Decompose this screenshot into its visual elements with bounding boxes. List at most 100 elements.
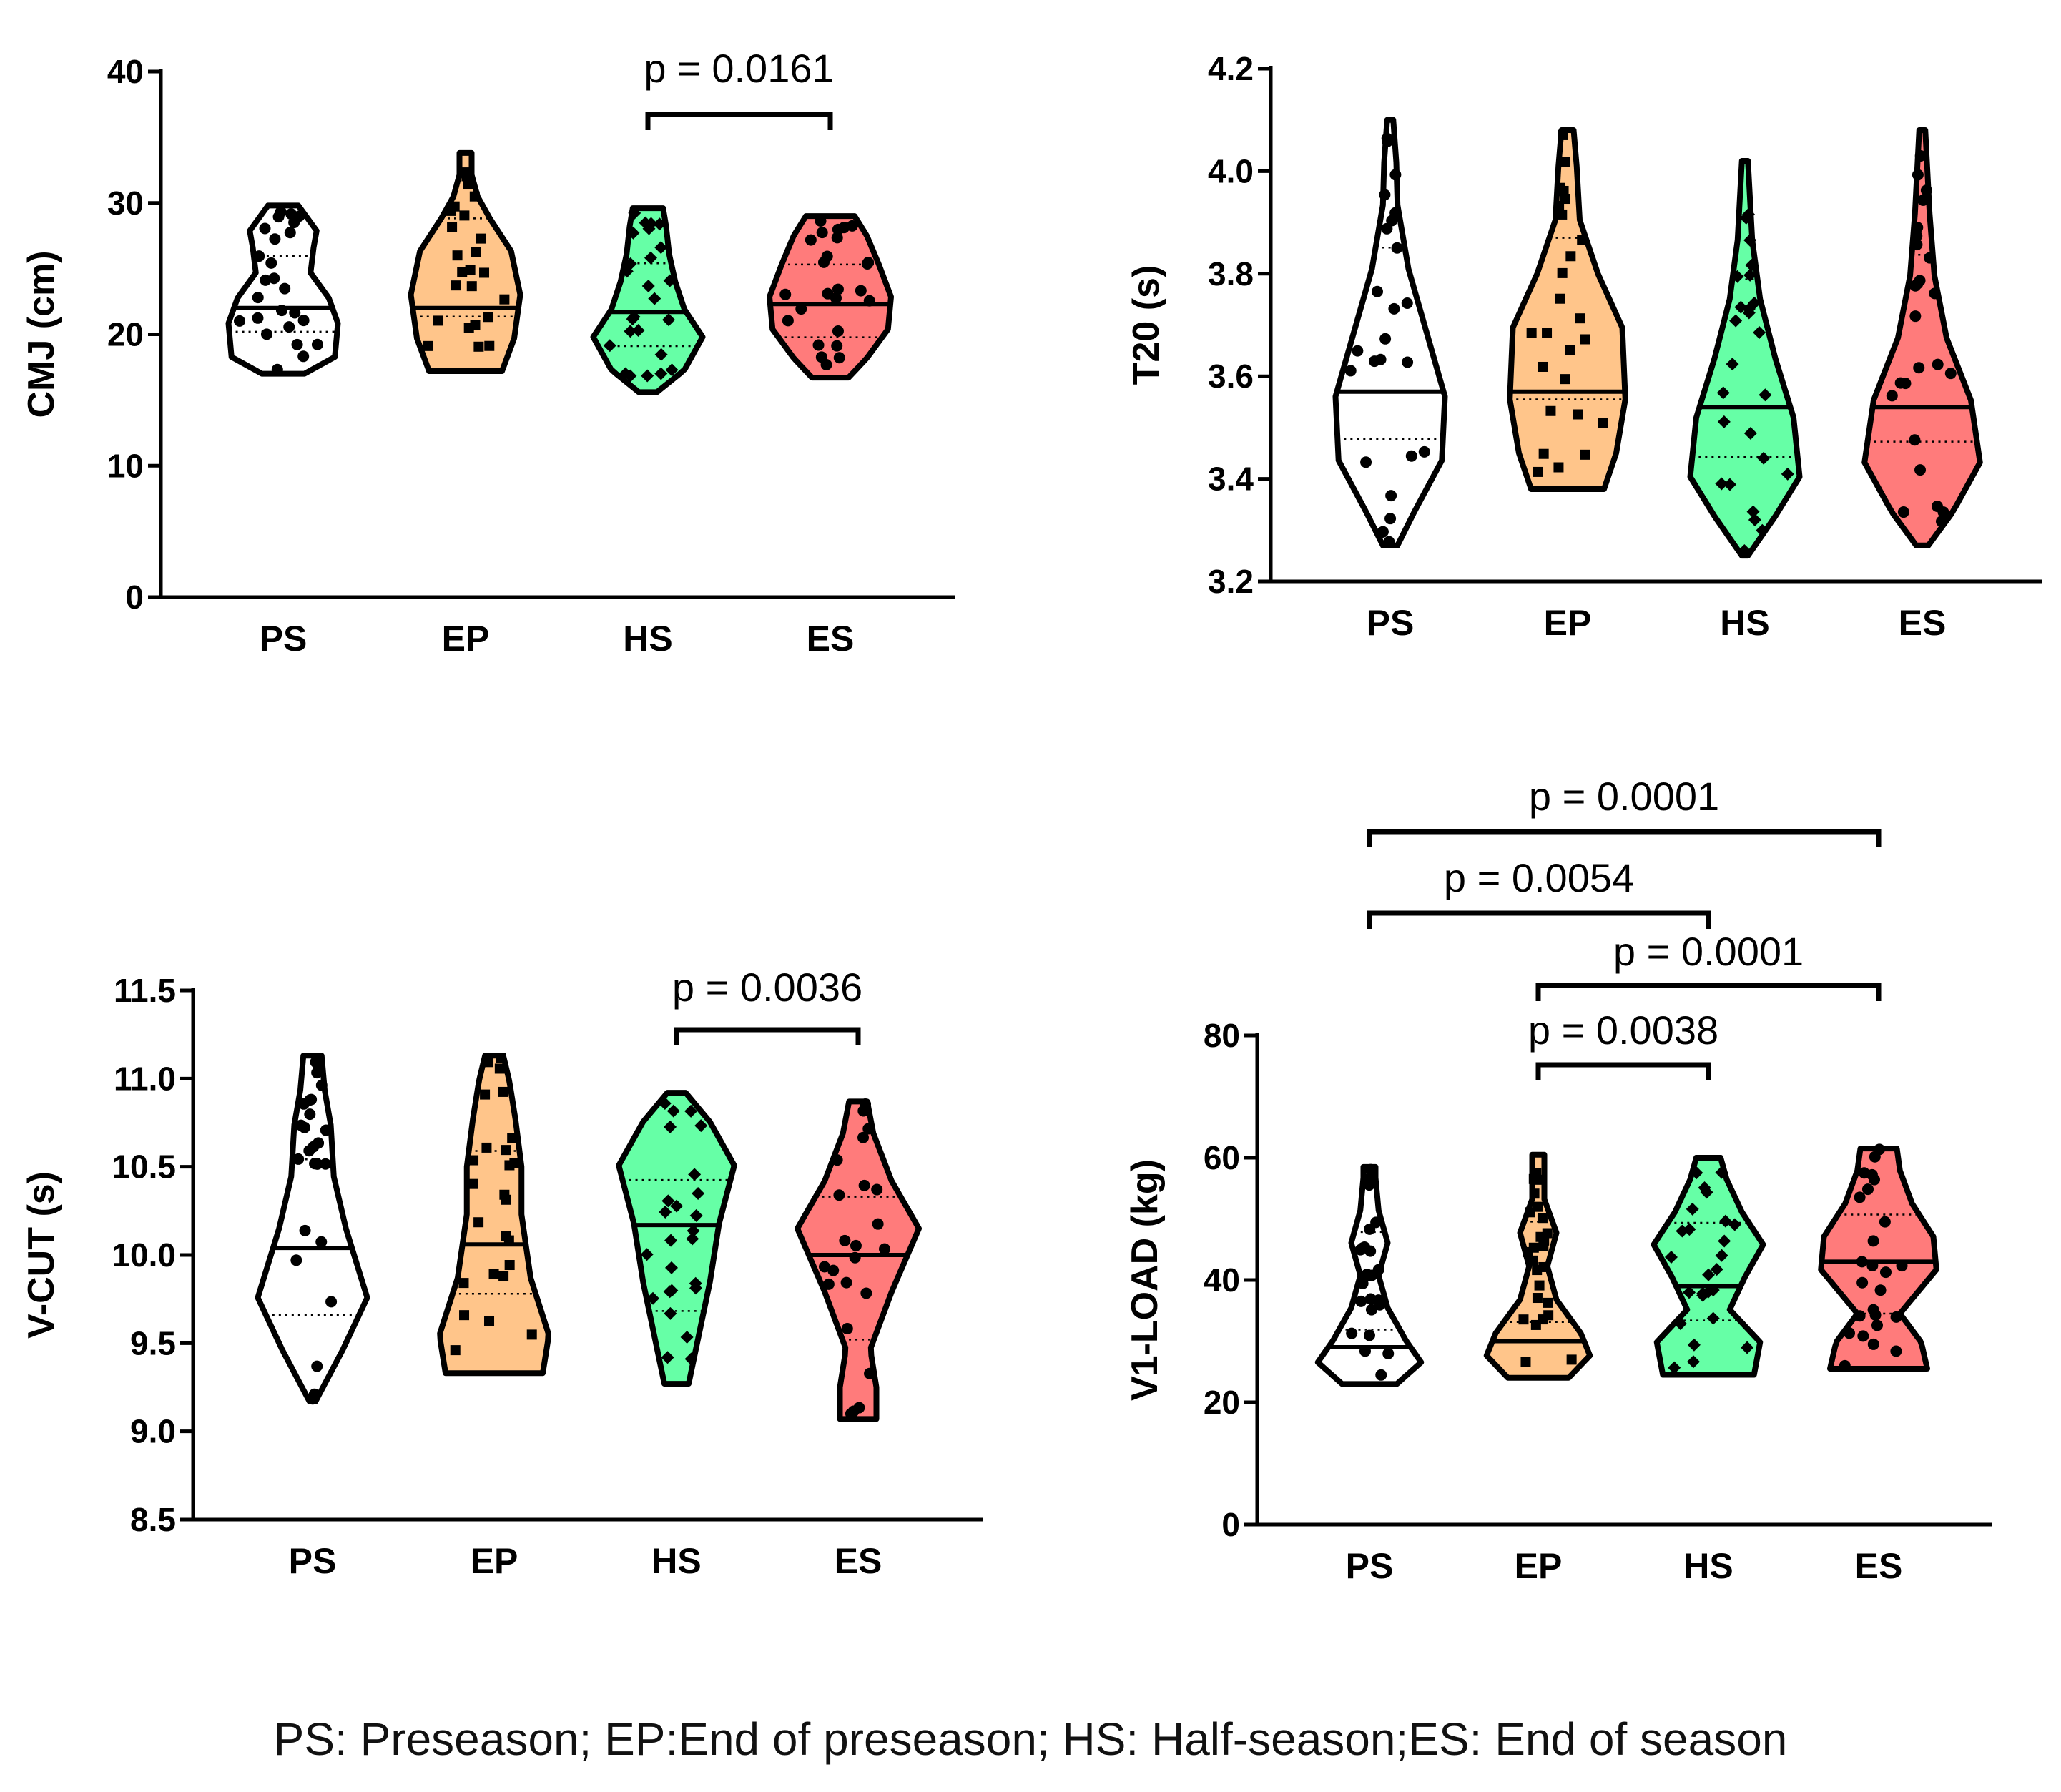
data-point [1742, 207, 1756, 221]
data-point [1911, 239, 1923, 251]
data-point [1743, 426, 1757, 440]
data-point [822, 287, 834, 300]
data-point [855, 285, 867, 297]
y-tick-label: 10 [107, 447, 144, 484]
data-point [320, 1158, 332, 1170]
data-point [631, 323, 645, 337]
data-point [1580, 334, 1590, 345]
data-point [423, 340, 433, 351]
data-point [1856, 1256, 1868, 1268]
data-point [260, 274, 272, 286]
y-tick-label: 40 [107, 53, 144, 90]
data-point [1383, 536, 1395, 548]
x-tick-label-es: ES [1899, 603, 1947, 643]
p-value-label: p = 0.0001 [1613, 929, 1804, 974]
data-point [1580, 449, 1590, 460]
data-point [468, 1178, 478, 1189]
data-point [879, 1243, 891, 1255]
data-point [1372, 1294, 1384, 1306]
data-point [1738, 543, 1751, 557]
data-point [459, 1310, 470, 1321]
data-point [871, 1183, 883, 1196]
data-point [1914, 464, 1927, 476]
data-point [1726, 358, 1739, 371]
data-point [1560, 374, 1570, 385]
data-point [1389, 169, 1402, 181]
data-point [476, 233, 486, 244]
data-point [1894, 377, 1907, 389]
data-point [663, 1285, 677, 1299]
data-point [320, 1124, 332, 1136]
data-point [654, 367, 668, 380]
data-point [1890, 1345, 1902, 1357]
data-point [1753, 326, 1766, 340]
x-tick-label-es: ES [1855, 1546, 1903, 1586]
data-point [1539, 1235, 1550, 1246]
data-point [473, 341, 484, 352]
data-point [1405, 450, 1417, 462]
data-point [297, 350, 310, 363]
data-point [665, 363, 679, 377]
data-point [1710, 1263, 1723, 1276]
data-point [603, 339, 616, 353]
data-point [1867, 1235, 1879, 1247]
data-point [684, 1104, 698, 1118]
data-point [1935, 516, 1947, 528]
data-point [447, 222, 458, 232]
data-point [494, 1063, 505, 1074]
data-point [1557, 209, 1568, 220]
data-point [872, 1218, 884, 1230]
chart-panel-3: 8.5 9.0 9.5 10.0 10.5 11.0 11.5 V-CUT (s) PS EP HS… [21, 965, 983, 1581]
y-tick-label: 20 [107, 316, 144, 353]
data-point [661, 1194, 675, 1208]
data-point [452, 250, 463, 261]
data-point [1858, 1167, 1870, 1179]
chart-panel-1: 0 10 20 30 40 CMJ (cm) PS EP HS ES p = 0.0161 [21, 46, 955, 659]
data-point [654, 241, 668, 255]
data-point [313, 1137, 325, 1149]
data-point [689, 1208, 703, 1222]
data-point [1686, 1202, 1699, 1216]
y-tick-label: 20 [1204, 1384, 1240, 1421]
data-point [1759, 388, 1772, 402]
data-point [1543, 1297, 1553, 1308]
significance-bracket [1535, 983, 1882, 1001]
data-point [1370, 1216, 1382, 1229]
data-point [833, 1189, 845, 1201]
data-point [863, 295, 875, 307]
data-point [1698, 1181, 1711, 1195]
data-point [670, 1199, 684, 1213]
data-point [468, 1155, 479, 1166]
y-tick-label: 0 [1221, 1506, 1240, 1543]
data-point [1573, 409, 1583, 420]
data-point [1418, 445, 1430, 458]
x-tick-label-hs: HS [623, 619, 672, 659]
data-point [1520, 1357, 1531, 1367]
data-point [1715, 477, 1728, 491]
violin-hs [590, 205, 706, 395]
data-point [299, 1224, 311, 1236]
data-point [1932, 358, 1944, 370]
data-point [260, 328, 272, 340]
data-point [1741, 1341, 1754, 1354]
data-point [1528, 1255, 1538, 1266]
data-point [463, 179, 473, 190]
x-tick-label-es: ES [835, 1541, 882, 1581]
data-point [309, 1158, 321, 1170]
data-point [1706, 1311, 1720, 1325]
data-point [1346, 1327, 1358, 1339]
data-point [1372, 285, 1384, 297]
x-tick-label-ps: PS [1346, 1546, 1394, 1586]
data-point [1538, 361, 1548, 372]
data-point [624, 325, 637, 338]
data-point [1715, 1249, 1728, 1262]
data-point [1532, 1293, 1543, 1304]
data-point [827, 1264, 840, 1276]
y-tick-label: 30 [107, 184, 144, 222]
data-point [1854, 1191, 1866, 1203]
x-tick-label-ps: PS [260, 619, 308, 659]
y-axis-title: V1-LOAD (kg) [1124, 1159, 1166, 1401]
data-point [275, 305, 287, 317]
data-point [275, 206, 287, 218]
data-point [504, 1260, 515, 1271]
